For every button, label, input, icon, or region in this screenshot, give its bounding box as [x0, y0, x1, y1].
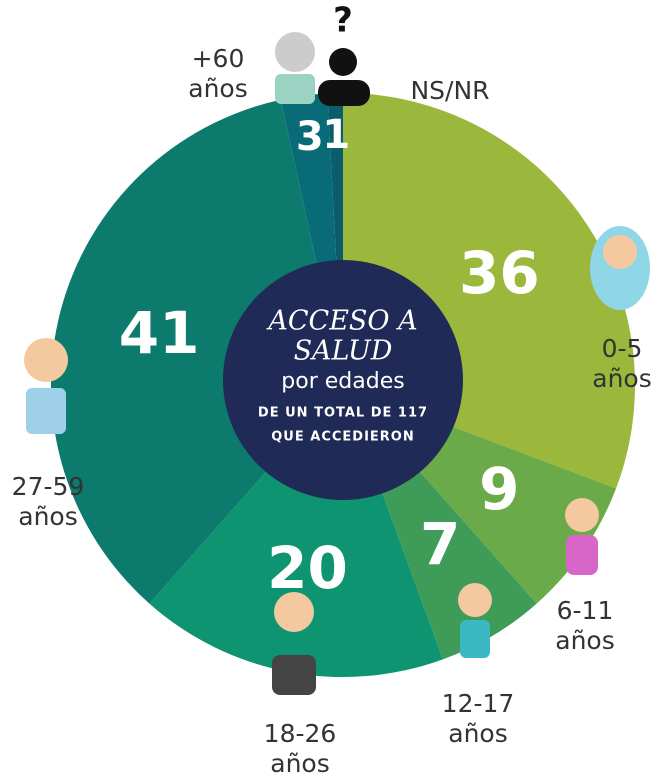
category-label: 0-5 años [592, 334, 652, 393]
value-label: 1 [322, 112, 350, 158]
value-label: 3 [296, 114, 324, 160]
category-label: +60 años [188, 44, 248, 103]
category-label: 6-11 años [555, 596, 615, 655]
center-title: ACCESO A [265, 306, 417, 337]
center-subtitle: por edades [281, 369, 404, 394]
value-label: 36 [459, 239, 540, 307]
center-note: DE UN TOTAL DE 117 [258, 406, 428, 421]
value-label: 41 [119, 299, 200, 367]
pie-slice [51, 99, 344, 604]
center-circle [223, 260, 463, 500]
svg-text:?: ? [333, 1, 353, 41]
category-label: NS/NR [410, 76, 489, 105]
center-title: SALUD [294, 336, 393, 367]
value-label: 9 [479, 455, 519, 523]
category-label: 27-59 años [12, 472, 85, 531]
center-note: QUE ACCEDIERON [271, 430, 415, 445]
value-label: 20 [267, 534, 348, 602]
value-label: 7 [420, 510, 460, 578]
category-label: 18-26 años [264, 719, 337, 777]
category-label: 12-17 años [442, 689, 515, 748]
icons: ? [24, 1, 650, 695]
